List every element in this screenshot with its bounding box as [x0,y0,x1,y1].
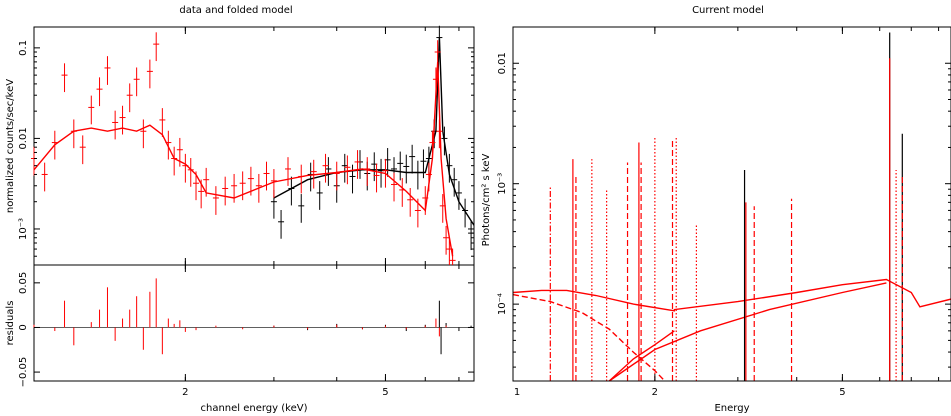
data-point-black [325,157,332,186]
data-point-red [443,225,450,255]
left-lower-frame [33,264,475,382]
data-point-black [278,209,285,239]
data-point-black [451,167,458,197]
data-point-red [354,150,361,179]
data-point-red [193,171,200,201]
data-point-red [31,146,37,176]
data-point-black [307,162,314,192]
right-chart-title: Current model [692,5,764,16]
data-point-black [420,149,427,179]
model-component-dashed [512,293,666,382]
data-point-black [468,221,475,251]
data-point-red [239,171,246,201]
data-point-red [41,162,48,192]
left-xlabel: channel energy (keV) [200,403,307,414]
xtick-label: 2 [182,387,188,398]
data-point-red [222,176,229,206]
data-point-red [79,135,86,165]
data-point-red [344,155,351,185]
ytick-label: 10⁻³ [497,173,508,195]
left-chart-title: data and folded model [179,5,292,16]
data-point-black [409,144,416,174]
xtick-label: 2 [652,387,658,398]
data-point-red [285,157,292,186]
data-point-red [322,153,329,183]
data-point-red [112,110,119,140]
xtick-label: 5 [839,387,845,398]
data-point-black [341,153,348,183]
data-point-black [403,154,410,184]
data-point-red [126,83,133,113]
left-lower-ylabel: residuals [5,301,16,346]
ytick-label: 0.05 [18,272,29,294]
data-point-red [146,59,153,89]
data-point-red [104,56,111,85]
data-point-black [288,176,295,206]
data-point-black [414,160,421,190]
left-chart: data and folded model 10⁻³ 0.01 0.1 −0.05 0 0… [5,5,475,414]
data-point-red [96,77,103,107]
left-upper-frame [33,26,475,266]
data-point-red [70,119,77,149]
data-point-red [153,32,160,62]
ytick-label: 0.01 [497,52,508,74]
data-point-red [270,169,277,198]
right-ylabel: Photons/cm² s keV [481,153,492,246]
ytick-label: 10⁻³ [18,218,29,240]
data-point-red [364,157,371,186]
ytick-label: 10⁻⁴ [497,293,508,315]
data-point-red [407,187,414,217]
data-point-red [391,172,398,202]
model-line-red [33,61,454,257]
data-point-red [119,105,126,135]
ytick-label: 0 [18,324,29,330]
model-component-solid [608,282,887,382]
data-point-red [182,153,189,183]
ytick-label: −0.05 [18,357,29,388]
data-point-red [399,178,406,207]
data-point-red [171,146,178,176]
data-point-red [373,163,380,193]
data-point-red [159,108,166,137]
data-point-red [212,186,219,215]
xtick-label: 5 [382,387,388,398]
model-component-solid [512,278,951,312]
data-point-red [140,119,147,149]
right-frame [512,26,951,382]
data-point-black [298,194,305,223]
data-point-black [462,198,469,228]
data-point-red [133,67,140,97]
data-point-red [61,63,68,93]
xtick-label: 1 [514,387,520,398]
data-point-black [397,151,404,181]
data-point-red [333,161,340,191]
data-point-black [349,164,356,194]
right-xlabel: Energy [714,403,749,414]
model-component-solid [608,330,675,382]
data-point-red [88,95,95,125]
ytick-label: 0.01 [18,127,29,149]
data-point-black [316,181,323,210]
left-upper-ylabel: normalized counts/sec/keV [5,79,16,213]
data-point-black [455,181,462,210]
right-chart: Current model 10⁻⁴ 10⁻³ 0.01 1 2 5 Photons/cm… [481,5,951,414]
ytick-label: 0.1 [18,40,29,56]
data-point-red [449,248,456,265]
data-point-red [298,164,305,194]
